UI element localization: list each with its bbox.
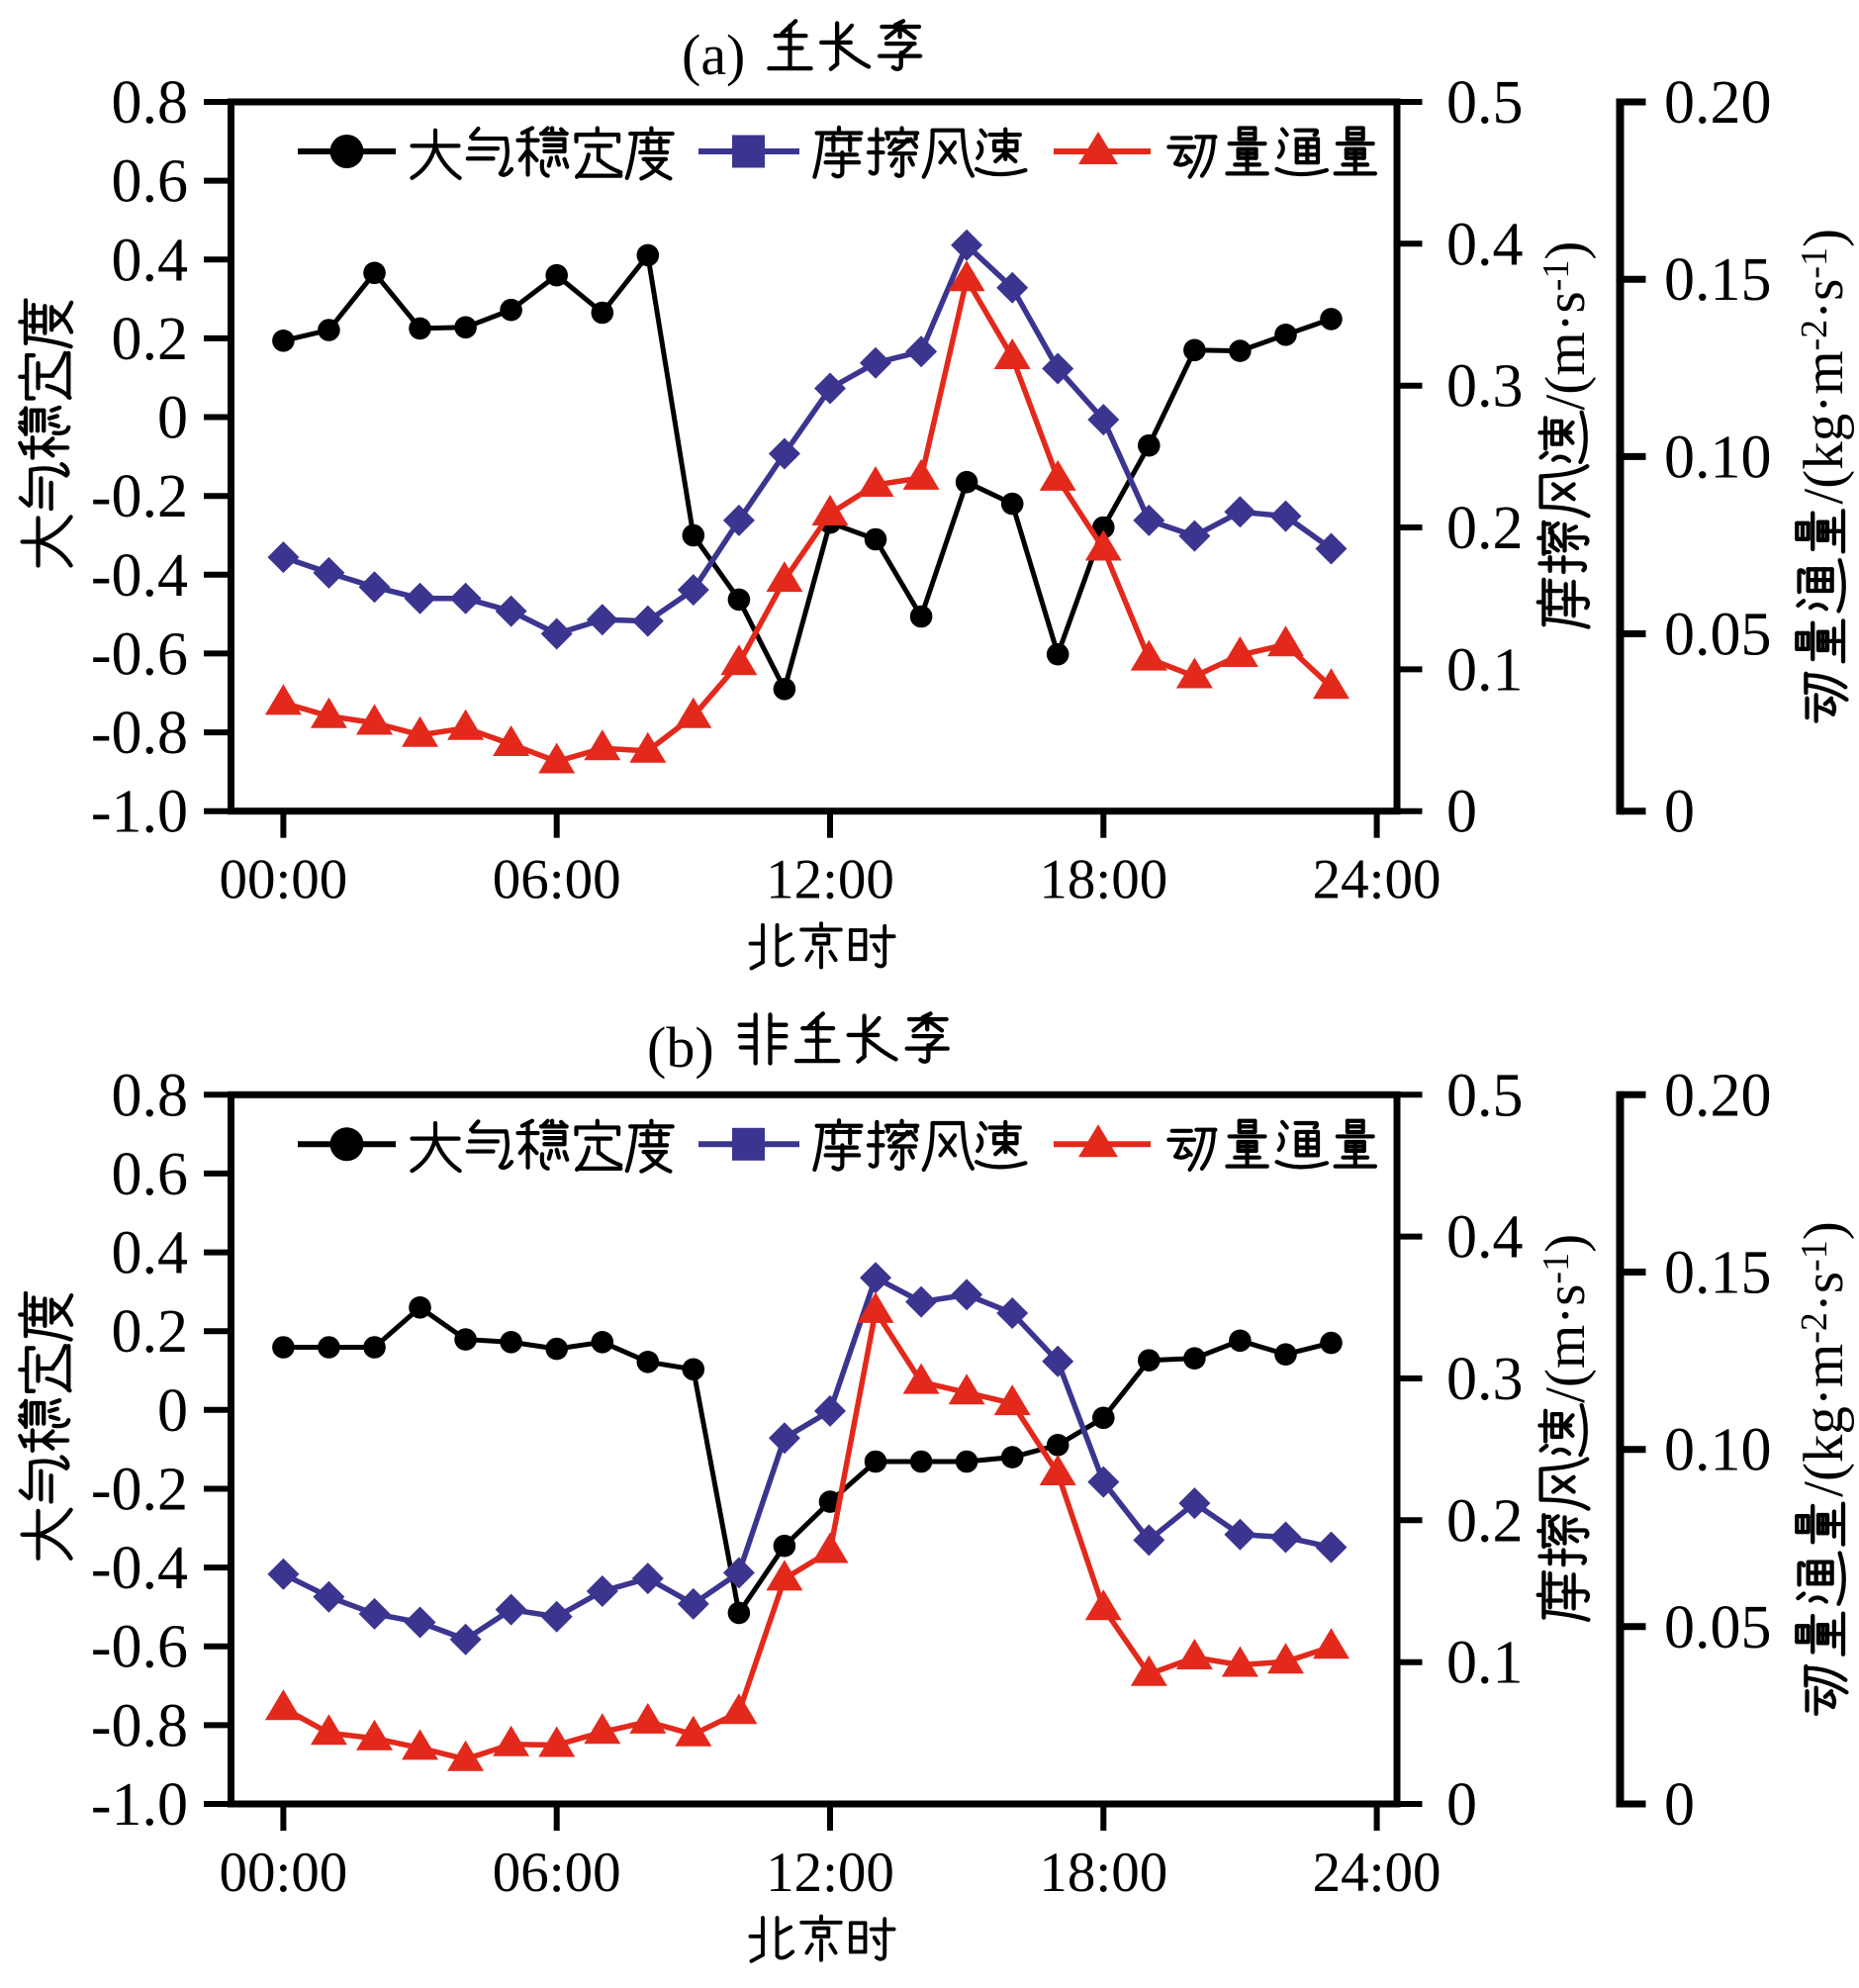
svg-text:(a): (a) [682,23,745,87]
svg-text:0.2: 0.2 [1446,495,1524,562]
svg-text:-0.2: -0.2 [91,1457,188,1524]
svg-text:0.20: 0.20 [1664,69,1772,137]
svg-text:0: 0 [1664,1771,1695,1839]
svg-text:-0.2: -0.2 [91,463,188,530]
svg-text:06:00: 06:00 [493,1842,621,1904]
svg-text:12:00: 12:00 [766,1842,894,1904]
svg-text:0.1: 0.1 [1446,636,1524,704]
svg-text:-0.4: -0.4 [91,1535,188,1602]
svg-text:/(kg·m-2·s-1): /(kg·m-2·s-1) [1793,1221,1855,1497]
svg-text:0.15: 0.15 [1664,1240,1772,1307]
svg-text:0.10: 0.10 [1664,1417,1772,1484]
svg-text:-0.8: -0.8 [91,700,188,767]
svg-text:0: 0 [157,1377,188,1445]
svg-text:0: 0 [1446,779,1477,846]
svg-text:(b): (b) [647,1015,714,1080]
svg-text:0.05: 0.05 [1664,602,1772,669]
svg-text:-0.8: -0.8 [91,1692,188,1759]
svg-text:00:00: 00:00 [219,849,347,911]
svg-text:24:00: 24:00 [1313,1842,1441,1904]
svg-text:0.5: 0.5 [1446,1062,1524,1129]
svg-text:24:00: 24:00 [1313,849,1441,911]
svg-text:00:00: 00:00 [219,1842,347,1904]
svg-text:0.8: 0.8 [112,1062,189,1129]
svg-text:0.2: 0.2 [112,1298,189,1366]
svg-text:-1.0: -1.0 [91,1771,188,1839]
svg-text:0.2: 0.2 [1446,1487,1524,1555]
svg-text:12:00: 12:00 [766,849,894,911]
svg-text:0.5: 0.5 [1446,69,1524,137]
svg-text:-0.6: -0.6 [91,620,188,688]
svg-text:0.4: 0.4 [112,1220,189,1287]
svg-text:0: 0 [1664,779,1695,846]
svg-text:0.3: 0.3 [1446,353,1524,421]
svg-text:0.15: 0.15 [1664,246,1772,314]
svg-text:0.2: 0.2 [112,306,189,373]
svg-text:0.4: 0.4 [112,227,189,294]
svg-text:0.6: 0.6 [112,1141,189,1208]
svg-text:18:00: 18:00 [1039,849,1167,911]
svg-text:0.05: 0.05 [1664,1594,1772,1661]
svg-text:0.4: 0.4 [1446,211,1524,278]
svg-text:0.20: 0.20 [1664,1062,1772,1129]
svg-text:-0.6: -0.6 [91,1614,188,1681]
svg-text:-1.0: -1.0 [91,779,188,846]
svg-text:18:00: 18:00 [1039,1842,1167,1904]
svg-text:0.4: 0.4 [1446,1204,1524,1272]
svg-text:0: 0 [1446,1771,1477,1839]
svg-text:0.3: 0.3 [1446,1346,1524,1413]
svg-text:0: 0 [157,385,188,452]
svg-text:-0.4: -0.4 [91,542,188,610]
svg-text:0.6: 0.6 [112,148,189,216]
svg-text:0.8: 0.8 [112,69,189,137]
svg-text:06:00: 06:00 [493,849,621,911]
svg-text:0.10: 0.10 [1664,424,1772,491]
svg-text:0.1: 0.1 [1446,1630,1524,1697]
